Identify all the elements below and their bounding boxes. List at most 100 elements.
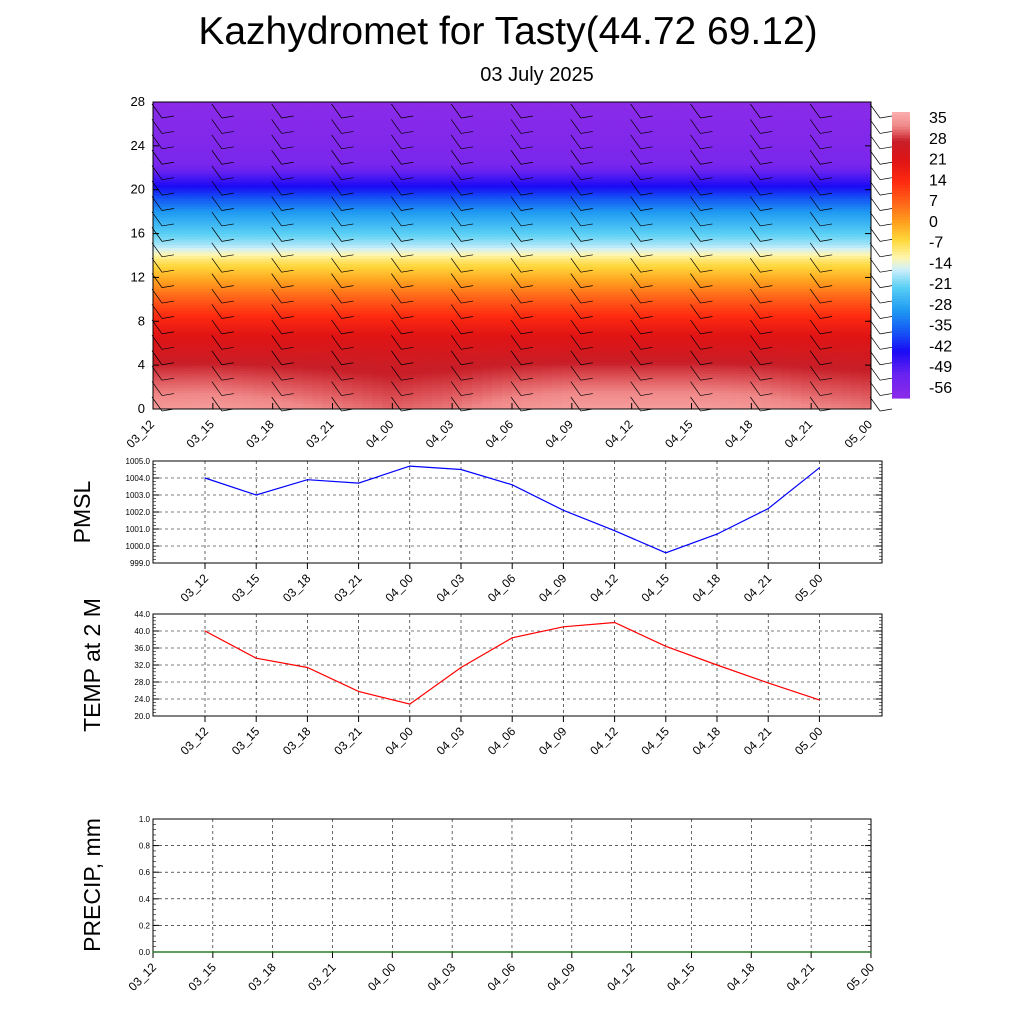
heatmap-cell <box>541 373 553 377</box>
heatmap-cell <box>621 260 633 265</box>
heatmap-cell <box>701 329 713 333</box>
heatmap-cell <box>153 387 164 391</box>
heatmap-cell <box>821 337 832 342</box>
heatmap-cell <box>242 354 254 358</box>
heatmap-cell <box>392 219 403 224</box>
heatmap-cell <box>651 280 663 284</box>
heatmap-cell <box>172 367 184 372</box>
heatmap-cell <box>681 250 693 254</box>
heatmap-cell <box>272 228 284 232</box>
heatmap-cell <box>182 241 194 246</box>
heatmap-cell <box>841 274 852 279</box>
heatmap-cell <box>442 354 453 358</box>
heatmap-cell <box>611 277 623 281</box>
heatmap-cell <box>222 247 234 251</box>
heatmap-cell <box>561 233 573 237</box>
heatmap-cell <box>192 291 204 295</box>
heatmap-cell <box>153 244 164 248</box>
heatmap-cell <box>282 406 294 409</box>
heatmap-cell <box>192 365 204 369</box>
heatmap-cell <box>691 340 703 344</box>
heatmap-cell <box>521 280 533 284</box>
heatmap-cell <box>372 384 383 388</box>
heatmap-cell <box>482 299 493 303</box>
heatmap-cell <box>392 406 403 409</box>
heatmap-cell <box>462 321 473 325</box>
heatmap-cell <box>462 348 473 353</box>
heatmap-cell <box>741 282 752 287</box>
heatmap-cell <box>302 329 314 333</box>
heatmap-cell <box>182 376 194 380</box>
heatmap-cell <box>621 282 633 287</box>
heatmap-cell <box>232 239 244 243</box>
heatmap-cell <box>242 313 254 317</box>
heatmap-cell <box>202 395 214 399</box>
heatmap-cell <box>242 384 254 388</box>
heatmap-cell <box>761 365 772 369</box>
heatmap-cell <box>412 313 423 317</box>
heatmap-cell <box>841 359 852 363</box>
heatmap-cell <box>801 255 812 259</box>
heatmap-cell <box>711 315 723 320</box>
heatmap-cell <box>861 269 871 273</box>
heatmap-cell <box>252 324 264 328</box>
heatmap-cell <box>691 241 703 246</box>
heatmap-cell <box>352 230 364 235</box>
heatmap-cell <box>591 239 603 243</box>
heatmap-cell <box>531 239 543 243</box>
heatmap-cell <box>362 384 373 388</box>
heatmap-cell <box>502 362 513 366</box>
heatmap-cell <box>212 343 224 347</box>
heatmap-cell <box>611 348 623 353</box>
heatmap-cell <box>332 340 344 344</box>
heatmap-cell <box>841 302 852 306</box>
heatmap-cell <box>442 230 453 235</box>
heatmap-cell <box>831 230 842 235</box>
heatmap-cell <box>761 285 772 289</box>
heatmap-cell <box>342 356 354 361</box>
heatmap-cell <box>242 356 254 361</box>
heatmap-cell <box>372 217 383 221</box>
heatmap-cell <box>332 310 344 314</box>
heatmap-cell <box>801 326 812 331</box>
heatmap-cell <box>442 373 453 377</box>
heatmap-cell <box>671 370 683 374</box>
heatmap-cell <box>681 274 693 279</box>
heatmap-cell <box>392 389 403 394</box>
heatmap-cell <box>302 225 314 229</box>
heatmap-cell <box>721 288 732 292</box>
heatmap-cell <box>312 387 324 391</box>
heatmap-cell <box>342 340 354 344</box>
heatmap-cell <box>222 217 234 221</box>
heatmap-cell <box>492 356 503 361</box>
heatmap-cell <box>841 337 852 342</box>
heatmap-cell <box>482 304 493 309</box>
heatmap-cell <box>162 236 174 240</box>
heatmap-cell <box>831 378 842 383</box>
heatmap-cell <box>821 362 832 366</box>
heatmap-cell <box>771 392 782 396</box>
heatmap-cell <box>701 236 713 240</box>
heatmap-cell <box>402 326 413 331</box>
heatmap-cell <box>432 293 443 298</box>
heatmap-cell <box>741 406 752 409</box>
heatmap-cell <box>492 326 503 331</box>
heatmap-cell <box>202 271 214 276</box>
heatmap-cell <box>482 252 493 257</box>
heatmap-cell <box>801 365 812 369</box>
heatmap-cell <box>442 263 453 268</box>
heatmap-cell <box>861 274 871 279</box>
heatmap-cell <box>841 392 852 396</box>
heatmap-cell <box>791 334 802 339</box>
heatmap-cell <box>601 403 613 407</box>
heatmap-cell <box>591 280 603 284</box>
heatmap-cell <box>432 247 443 251</box>
heatmap-cell <box>531 384 543 388</box>
heatmap-cell <box>531 326 543 331</box>
heatmap-cell <box>512 219 523 224</box>
heatmap-cell <box>442 389 453 394</box>
heatmap-cell <box>182 258 194 262</box>
heatmap-cell <box>661 225 673 229</box>
page-title: Kazhydromet for Tasty(44.72 69.12) <box>198 10 818 53</box>
heatmap-cell <box>591 356 603 361</box>
